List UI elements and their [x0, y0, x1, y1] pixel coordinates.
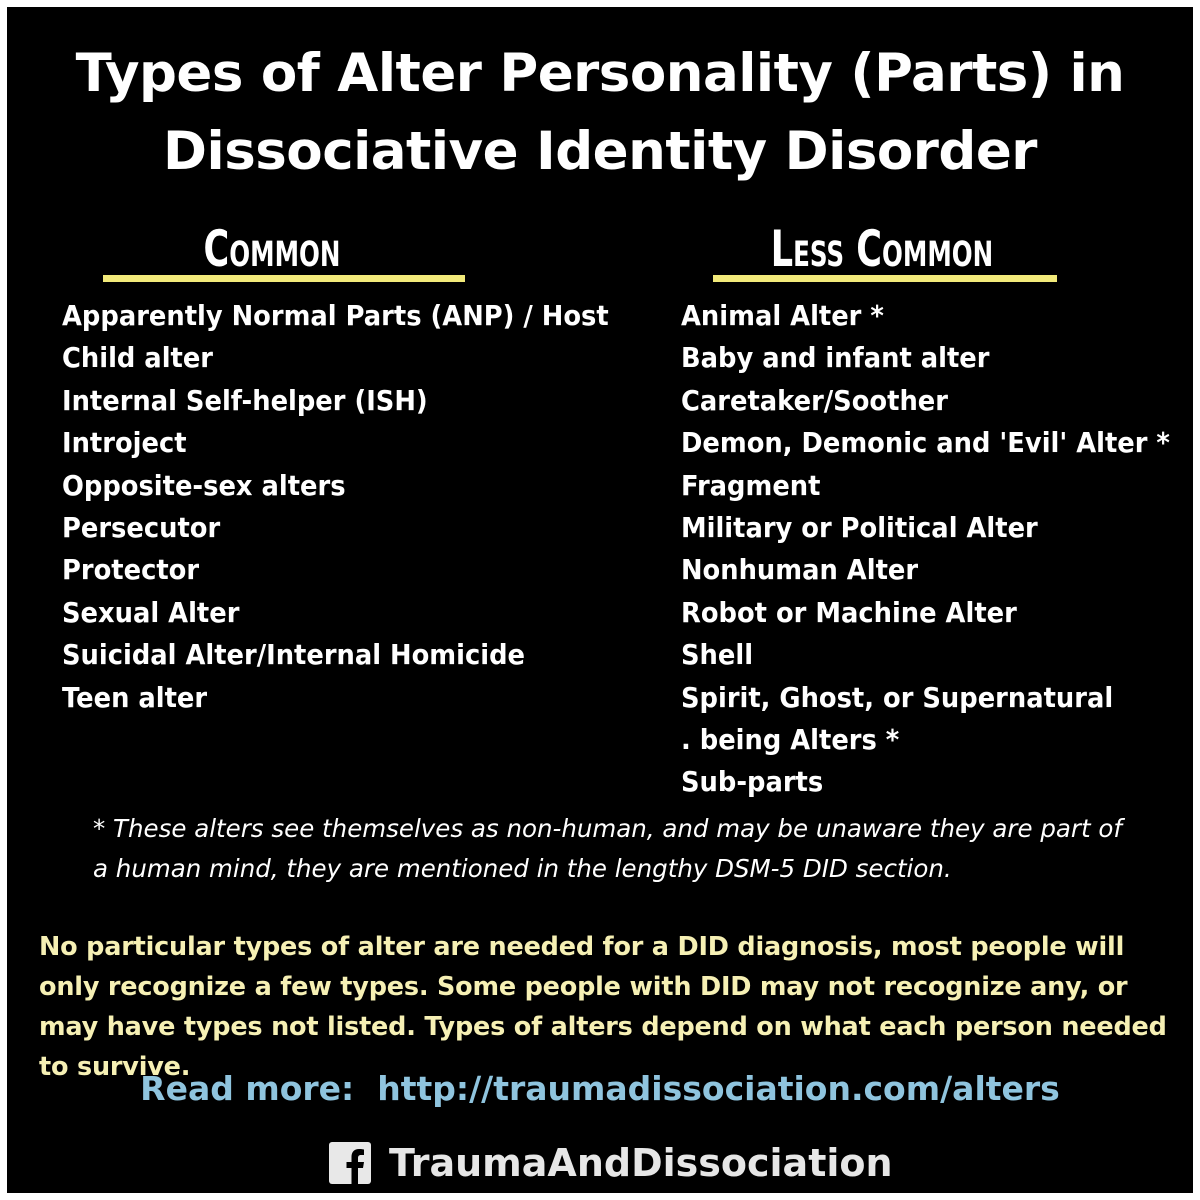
- less-common-list: Animal Alter * Baby and infant alter Car…: [681, 295, 1193, 804]
- list-item: Opposite-sex alters: [62, 468, 346, 502]
- list-item: . being Alters *: [681, 723, 900, 757]
- page-title: Types of Alter Personality (Parts) in Di…: [7, 35, 1193, 191]
- common-list: Apparently Normal Parts (ANP) / Host Chi…: [62, 295, 656, 719]
- title-line-2: Dissociative Identity Disorder: [163, 121, 1037, 182]
- list-item: Military or Political Alter: [681, 511, 1038, 545]
- list-item: Child alter: [62, 341, 214, 375]
- list-item: Baby and infant alter: [681, 341, 990, 375]
- list-item: Animal Alter *: [681, 299, 884, 332]
- list-item: Apparently Normal Parts (ANP) / Host: [62, 299, 609, 332]
- brand-name: TraumaAndDissociation: [389, 1141, 893, 1185]
- list-item: Teen alter: [62, 680, 208, 714]
- less-common-heading-underline: [713, 275, 1057, 282]
- list-item: Sub-parts: [681, 765, 824, 799]
- list-item: Protector: [62, 553, 200, 587]
- list-item: Demon, Demonic and 'Evil' Alter *: [681, 426, 1170, 460]
- brand: TraumaAndDissociation: [329, 1135, 893, 1191]
- title-line-1: Types of Alter Personality (Parts) in: [75, 43, 1125, 104]
- read-more: Read more: http://traumadissociation.com…: [7, 1065, 1193, 1113]
- poster: Types of Alter Personality (Parts) in Di…: [7, 7, 1193, 1193]
- list-item: Fragment: [681, 468, 821, 502]
- less-common-heading: Less Common: [770, 220, 994, 278]
- list-item: Introject: [62, 426, 187, 460]
- common-heading-underline: [103, 275, 465, 282]
- list-item: Suicidal Alter/Internal Homicide: [62, 638, 525, 672]
- list-item: Spirit, Ghost, or Supernatural: [681, 680, 1114, 714]
- summary-text: No particular types of alter are needed …: [39, 932, 1167, 1082]
- common-heading: Common: [203, 220, 341, 278]
- read-more-label: Read more:: [140, 1069, 366, 1108]
- list-item: Robot or Machine Alter: [681, 595, 1017, 629]
- list-item: Sexual Alter: [62, 595, 240, 629]
- list-item: Shell: [681, 638, 754, 672]
- read-more-link[interactable]: http://traumadissociation.com/alters: [377, 1069, 1060, 1108]
- list-item: Internal Self-helper (ISH): [62, 383, 428, 417]
- footnote: * These alters see themselves as non-hum…: [93, 814, 1122, 883]
- list-item: Nonhuman Alter: [681, 553, 919, 587]
- list-item: Persecutor: [62, 511, 221, 545]
- facebook-icon: [329, 1142, 371, 1184]
- list-item: Caretaker/Soother: [681, 383, 948, 417]
